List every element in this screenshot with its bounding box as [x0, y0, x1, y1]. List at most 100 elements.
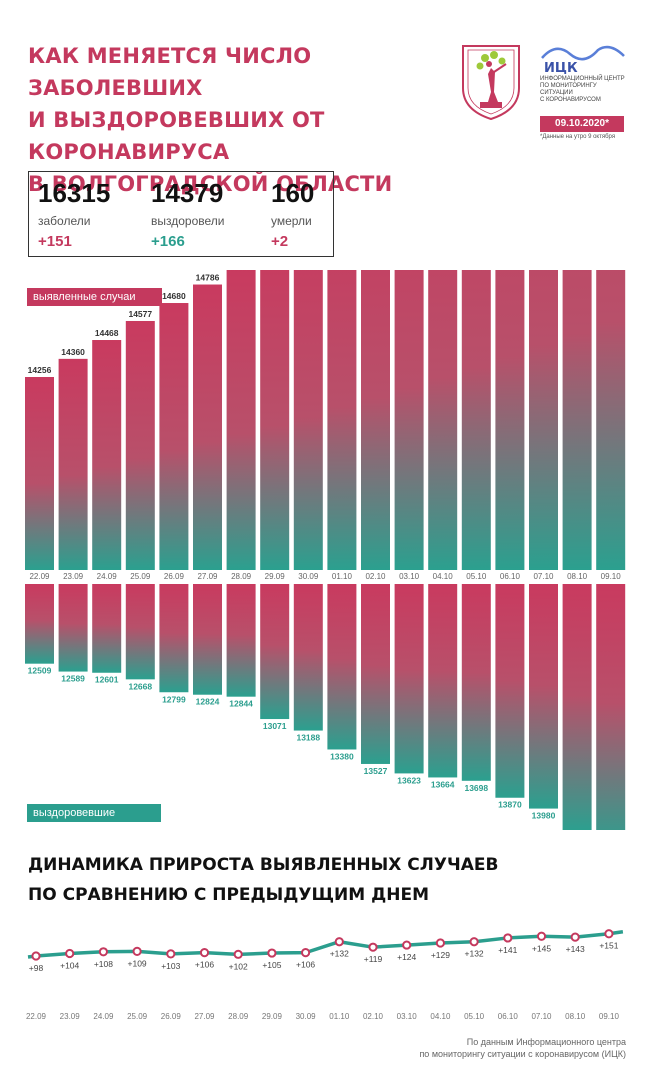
- data-label-cases: 14360: [61, 347, 85, 357]
- growth-x-tick-label: 04.10: [430, 1012, 451, 1021]
- legend-recovered: выздоровевшие: [27, 804, 161, 822]
- growth-point: [469, 937, 479, 947]
- logo-caption-line: ПО МОНИТОРИНГУ СИТУАЦИИ: [540, 83, 597, 96]
- growth-x-tick-label: 02.10: [363, 1012, 384, 1021]
- bar-recovered: [159, 584, 189, 693]
- footer-source: По данным Информационного центра по мони…: [330, 1036, 626, 1060]
- growth-data-label: +132: [330, 949, 349, 959]
- growth-data-label: +119: [364, 954, 383, 964]
- volgograd-coat-of-arms-icon: [458, 42, 524, 122]
- bar-recovered: [125, 584, 155, 680]
- bar-recovered: [193, 584, 222, 695]
- growth-x-tick-label: 07.10: [531, 1012, 552, 1021]
- title-line: В ВОЛГОГРАДСКОЙ ОБЛАСТИ: [28, 172, 393, 196]
- stat-deaths: 160 умерли +2: [271, 178, 314, 250]
- bar-cases: [461, 270, 491, 571]
- x-tick-label: 28.09: [231, 572, 252, 581]
- bar-cases: [25, 377, 54, 570]
- bar-recovered: [529, 584, 558, 809]
- bar-cases: [58, 358, 88, 570]
- bar-cases: [495, 270, 525, 571]
- logo-caption-line: С КОРОНАВИРУСОМ: [540, 97, 601, 103]
- growth-point: [368, 942, 378, 952]
- growth-chart-title: ДИНАМИКА ПРИРОСТА ВЫЯВЛЕННЫХ СЛУЧАЕВ ПО …: [28, 850, 588, 910]
- bar-recovered: [293, 584, 323, 731]
- data-label-recovered: 13623: [397, 775, 421, 785]
- growth-x-tick-label: 27.09: [194, 1012, 215, 1021]
- x-tick-label: 08.10: [567, 572, 588, 581]
- stat-label: умерли: [271, 214, 312, 228]
- growth-data-label: +102: [229, 961, 248, 971]
- stat-recovered: 14379 выздоровели +166: [151, 178, 224, 250]
- data-label-recovered: 13380: [330, 751, 354, 761]
- x-tick-label: 22.09: [29, 572, 50, 581]
- bar-cases: [193, 284, 222, 570]
- growth-data-label: +141: [498, 945, 517, 955]
- bar-cases: [260, 270, 290, 571]
- date-badge: 09.10.2020*: [540, 116, 624, 132]
- growth-x-tick-label: 26.09: [161, 1012, 182, 1021]
- x-tick-label: 07.10: [533, 572, 554, 581]
- stat-value: 16315: [38, 178, 111, 208]
- bar-cases: [125, 320, 155, 570]
- bar-recovered: [92, 584, 122, 673]
- data-label-recovered: 13980: [532, 811, 556, 821]
- growth-data-label: +143: [566, 944, 585, 954]
- growth-line-chart: +98 22.09 +104 23.09 +108 24.09 +109 25.09 +103 2…: [26, 929, 624, 1021]
- data-label-recovered: 12601: [95, 675, 119, 685]
- growth-point: [233, 949, 243, 959]
- x-tick-label: 23.09: [63, 572, 84, 581]
- title-line: КАК МЕНЯЕТСЯ ЧИСЛО ЗАБОЛЕВШИХ: [28, 44, 312, 100]
- growth-point: [31, 951, 41, 961]
- bar-recovered: [428, 584, 458, 778]
- bar-cases: [596, 270, 626, 570]
- growth-title-line: ДИНАМИКА ПРИРОСТА ВЫЯВЛЕННЫХ СЛУЧАЕВ: [28, 855, 499, 875]
- bar-cases: [327, 270, 357, 570]
- x-tick-label: 01.10: [332, 572, 353, 581]
- growth-data-label: +109: [128, 958, 147, 968]
- stat-change: +151: [38, 233, 72, 250]
- growth-data-label: +151: [599, 941, 618, 951]
- x-tick-label: 29.09: [265, 572, 286, 581]
- x-tick-label: 05.10: [466, 572, 487, 581]
- growth-x-tick-label: 06.10: [498, 1012, 519, 1021]
- footer-line: по мониторингу ситуации с коронавирусом …: [419, 1049, 626, 1059]
- growth-point: [402, 940, 412, 950]
- data-label-recovered: 12799: [162, 694, 186, 704]
- growth-x-tick-label: 25.09: [127, 1012, 148, 1021]
- stat-label: заболели: [38, 214, 91, 228]
- growth-data-label: +98: [29, 963, 44, 973]
- data-label-cases: 14256: [28, 365, 52, 375]
- bar-cases: [92, 340, 122, 570]
- bar-recovered: [226, 584, 256, 697]
- bar-recovered: [25, 584, 54, 664]
- growth-title-line: ПО СРАВНЕНИЮ С ПРЕДЫДУЩИМ ДНЕМ: [28, 885, 430, 905]
- bar-recovered: [260, 584, 290, 720]
- date-note: *Данные на утро 9 октября: [540, 134, 616, 140]
- growth-point: [199, 948, 210, 958]
- growth-x-tick-label: 23.09: [60, 1012, 81, 1021]
- bar-recovered: [596, 584, 626, 830]
- data-label-recovered: 13188: [296, 733, 320, 743]
- growth-x-tick-label: 08.10: [565, 1012, 586, 1021]
- data-label-recovered: 13071: [263, 721, 287, 731]
- bar-cases: [529, 270, 558, 570]
- bar-recovered: [461, 584, 491, 781]
- growth-x-tick-label: 22.09: [26, 1012, 47, 1021]
- x-tick-label: 25.09: [130, 572, 151, 581]
- growth-point: [98, 947, 109, 957]
- growth-data-label: +145: [532, 943, 551, 953]
- data-label-recovered: 13870: [498, 800, 522, 810]
- growth-point: [334, 937, 344, 947]
- growth-data-label: +108: [94, 959, 113, 969]
- stat-sick: 16315 заболели +151: [38, 178, 110, 250]
- data-label-recovered: 12844: [229, 699, 253, 709]
- x-tick-label: 04.10: [433, 572, 454, 581]
- x-tick-label: 26.09: [164, 572, 185, 581]
- data-label-recovered: 13664: [431, 779, 455, 789]
- stat-change: +2: [271, 233, 289, 250]
- bar-cases: [428, 270, 458, 570]
- bar-cases: [226, 270, 256, 570]
- mountain-wave-logo-icon: ИЦК: [541, 45, 625, 74]
- bar-recovered: [361, 584, 390, 764]
